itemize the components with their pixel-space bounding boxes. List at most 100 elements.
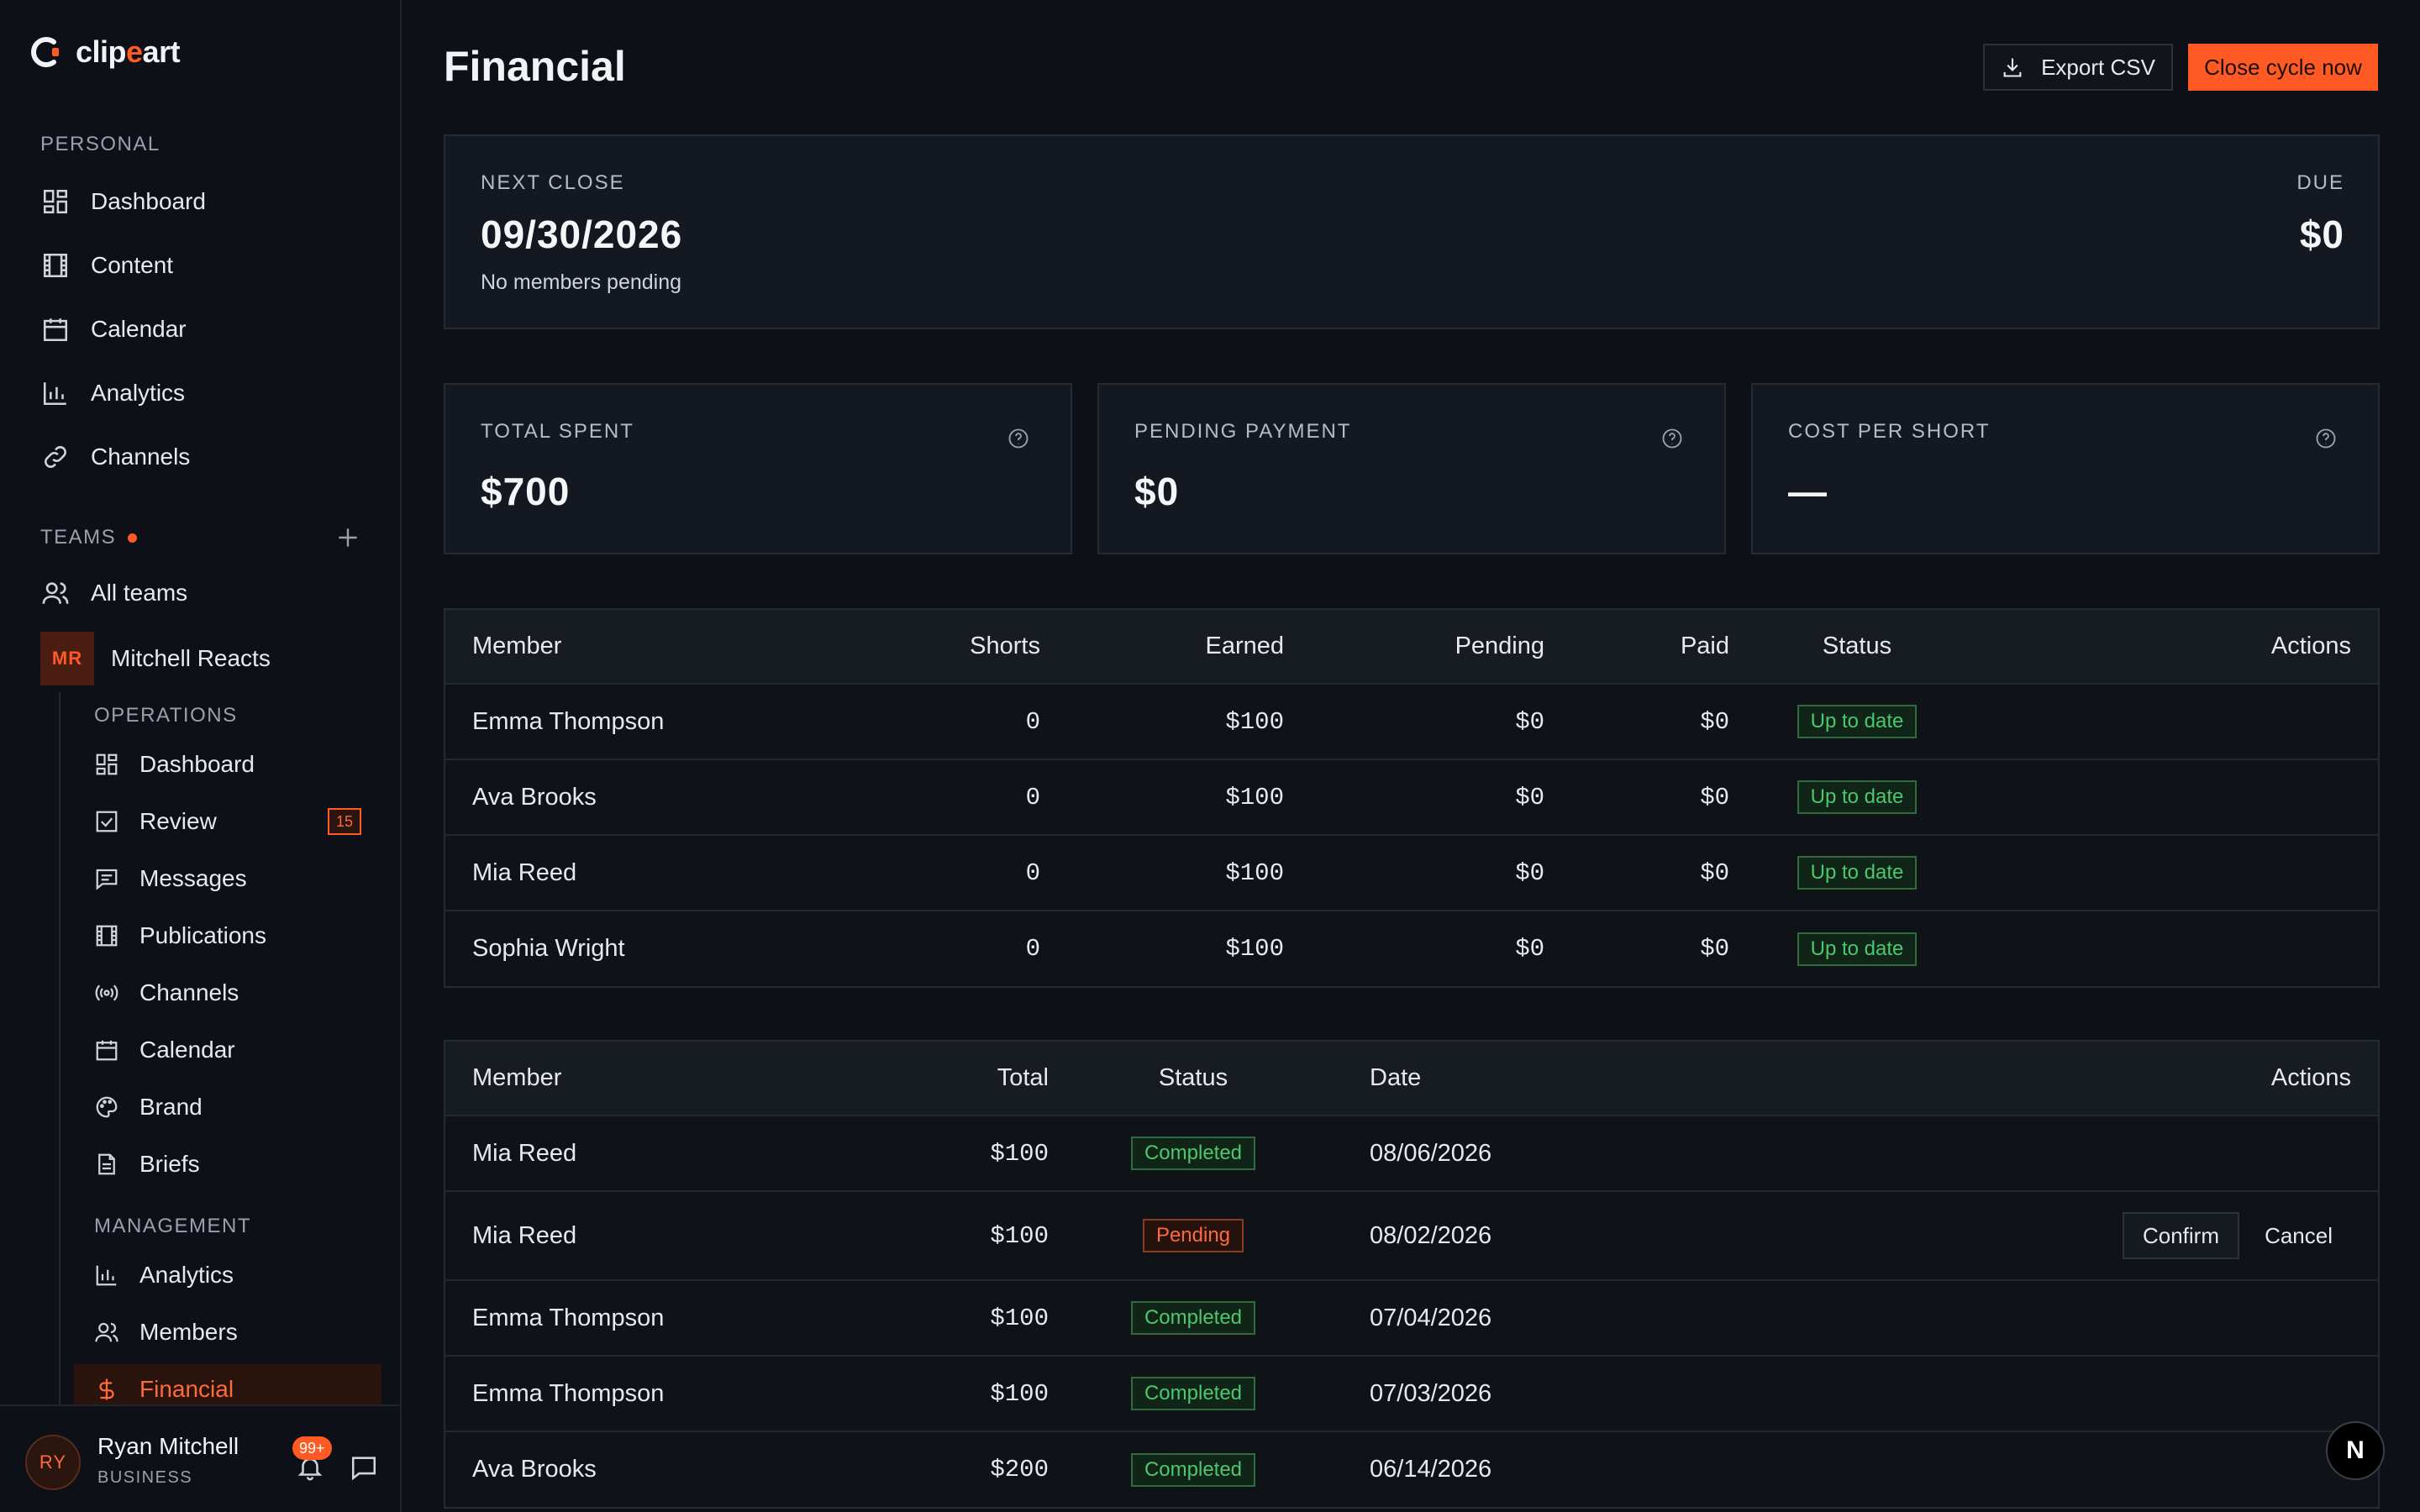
status-cell: Completed (1076, 1355, 1311, 1431)
date-cell: 07/03/2026 (1311, 1355, 1647, 1431)
sidebar-item-team-channels[interactable]: Channels (94, 966, 239, 1020)
table-row[interactable]: Ava Brooks $200 Completed 06/14/2026 (445, 1431, 2378, 1507)
column-header[interactable]: Earned (1067, 610, 1311, 684)
stat-card-total-spent: TOTAL SPENT $700 (444, 383, 1072, 554)
table-header-row: Member Total Status Date Actions (445, 1042, 2378, 1116)
paid-cell: $0 (1571, 759, 1756, 835)
cancel-button[interactable]: Cancel (2265, 1223, 2333, 1248)
table-row[interactable]: Ava Brooks 0 $100 $0 $0 Up to date (445, 759, 2378, 835)
confirm-button[interactable]: Confirm (2122, 1212, 2239, 1259)
status-cell: Completed (1076, 1279, 1311, 1356)
sidebar-item-messages[interactable]: Messages (94, 852, 247, 906)
logo[interactable]: clipeart (27, 34, 181, 71)
sidebar-item-content[interactable]: Content (40, 239, 173, 292)
floating-action-button[interactable]: N (2326, 1421, 2385, 1480)
stat-value: — (1788, 470, 1828, 513)
table-row[interactable]: Mia Reed 0 $100 $0 $0 Up to date (445, 834, 2378, 911)
broadcast-icon (94, 980, 119, 1005)
sidebar-item-publications[interactable]: Publications (94, 909, 266, 963)
table-row[interactable]: Emma Thompson $100 Completed 07/03/2026 (445, 1355, 2378, 1431)
sidebar-item-dashboard[interactable]: Dashboard (40, 175, 206, 228)
status-badge: Up to date (1797, 780, 1918, 814)
sidebar-item-channels[interactable]: Channels (40, 430, 190, 484)
export-csv-label: Export CSV (2041, 54, 2155, 80)
export-csv-button[interactable]: Export CSV (1983, 44, 2173, 91)
operations-section-label: OPERATIONS (94, 704, 238, 727)
total-cell: $100 (950, 1279, 1076, 1356)
checkbox-icon (94, 809, 119, 834)
film-icon (40, 250, 71, 281)
sidebar-item-team-analytics[interactable]: Analytics (94, 1248, 234, 1302)
total-cell: $100 (950, 1355, 1076, 1431)
sidebar-item-team-dashboard[interactable]: Dashboard (94, 738, 255, 791)
next-close-panel: NEXT CLOSE 09/30/2026 No members pending… (444, 134, 2380, 329)
actions-cell (1958, 834, 2378, 911)
status-badge: Pending (1142, 1219, 1244, 1252)
pending-cell: $0 (1311, 683, 1571, 759)
sidebar-item-label: All teams (91, 580, 188, 606)
dollar-icon (94, 1377, 119, 1402)
table-row[interactable]: Emma Thompson 0 $100 $0 $0 Up to date (445, 683, 2378, 759)
column-header[interactable]: Total (950, 1042, 1076, 1116)
shorts-cell: 0 (916, 759, 1067, 835)
column-header[interactable]: Shorts (916, 610, 1067, 684)
actions-cell (1647, 1431, 2378, 1507)
close-cycle-button[interactable]: Close cycle now (2188, 44, 2378, 91)
column-header[interactable]: Status (1076, 1042, 1311, 1116)
bar-chart-icon (94, 1263, 119, 1288)
status-badge: Completed (1130, 1377, 1256, 1410)
help-icon[interactable] (2314, 427, 2338, 450)
next-close-sub: No members pending (481, 270, 682, 294)
logo-text: clipeart (76, 34, 181, 69)
chat-icon[interactable] (350, 1453, 378, 1482)
date-cell: 06/14/2026 (1311, 1431, 1647, 1507)
sidebar-item-label: Analytics (139, 1262, 234, 1288)
avatar[interactable]: RY (25, 1435, 81, 1490)
column-header[interactable]: Pending (1311, 610, 1571, 684)
stat-value: $700 (481, 470, 571, 513)
sidebar-item-financial[interactable]: Financial (94, 1362, 234, 1416)
help-icon[interactable] (1007, 427, 1030, 450)
stat-card-pending-payment: PENDING PAYMENT $0 (1097, 383, 1726, 554)
user-name: Ryan Mitchell (97, 1433, 239, 1459)
table-row[interactable]: Mia Reed $100 Pending 08/02/2026 Confirm… (445, 1190, 2378, 1280)
stat-card-cost-per-short: COST PER SHORT — (1751, 383, 2380, 554)
table-row[interactable]: Sophia Wright 0 $100 $0 $0 Up to date (445, 910, 2378, 986)
column-header[interactable]: Member (445, 1042, 950, 1116)
sidebar-item-all-teams[interactable]: All teams (40, 566, 187, 620)
sidebar-item-briefs[interactable]: Briefs (94, 1137, 200, 1191)
member-name: Sophia Wright (445, 910, 916, 986)
users-icon (40, 578, 71, 608)
help-icon[interactable] (1660, 427, 1684, 450)
user-bar: RY Ryan Mitchell BUSINESS 99+ (0, 1404, 400, 1512)
status-badge: Up to date (1797, 705, 1918, 738)
download-icon (2003, 58, 2022, 77)
sidebar-item-brand[interactable]: Brand (94, 1080, 203, 1134)
sidebar-item-label: Calendar (139, 1037, 235, 1063)
column-header[interactable]: Member (445, 610, 916, 684)
sidebar-item-members[interactable]: Members (94, 1305, 238, 1359)
member-name: Emma Thompson (445, 683, 916, 759)
link-icon (40, 442, 71, 472)
stat-value: $0 (1134, 470, 1180, 513)
sidebar-item-label: Messages (139, 865, 247, 891)
sidebar-item-team-calendar[interactable]: Calendar (94, 1023, 235, 1077)
next-close-label: NEXT CLOSE (481, 171, 625, 194)
column-header[interactable]: Status (1756, 610, 1958, 684)
shorts-cell: 0 (916, 683, 1067, 759)
actions-cell (1958, 910, 2378, 986)
status-badge: Up to date (1797, 932, 1918, 966)
paid-cell: $0 (1571, 683, 1756, 759)
table-row[interactable]: Emma Thompson $100 Completed 07/04/2026 (445, 1279, 2378, 1356)
sidebar-item-review[interactable]: Review (94, 795, 217, 848)
table-row[interactable]: Mia Reed $100 Completed 08/06/2026 (445, 1115, 2378, 1191)
sidebar-item-analytics[interactable]: Analytics (40, 366, 185, 420)
status-cell: Completed (1076, 1115, 1311, 1191)
column-header[interactable]: Paid (1571, 610, 1756, 684)
team-name: Mitchell Reacts (111, 645, 271, 671)
team-mitchell-reacts[interactable]: MR Mitchell Reacts (40, 632, 271, 685)
sidebar-item-calendar[interactable]: Calendar (40, 302, 187, 356)
column-header[interactable]: Date (1311, 1042, 1647, 1116)
pending-cell: $0 (1311, 834, 1571, 911)
add-team-button[interactable] (334, 524, 361, 551)
